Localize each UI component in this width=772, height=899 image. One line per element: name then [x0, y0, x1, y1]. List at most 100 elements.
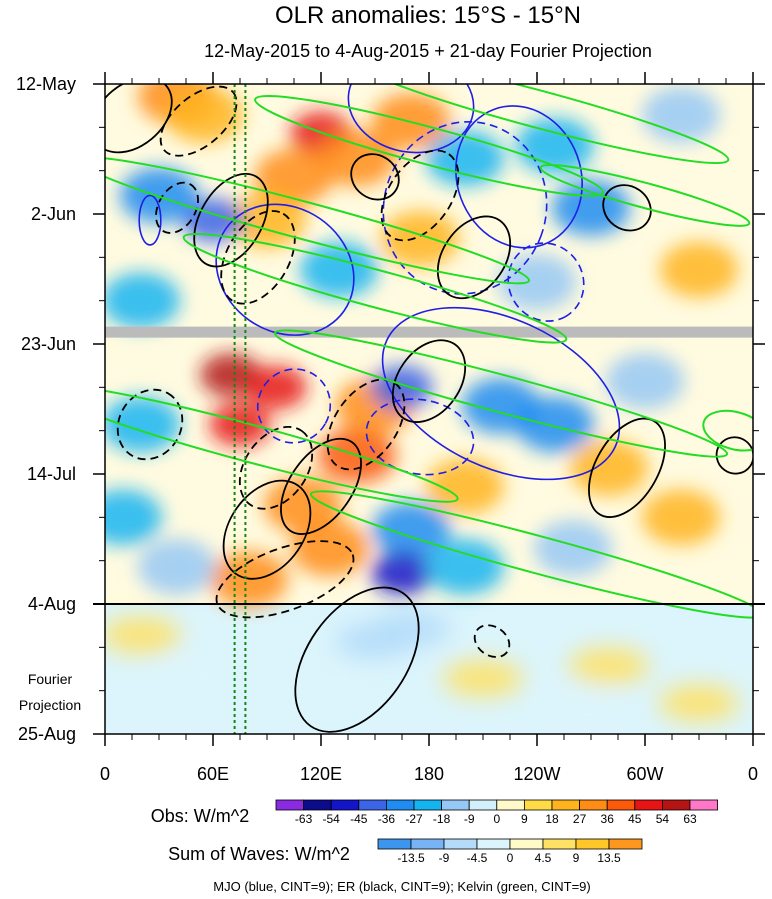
- projection-cell: [371, 610, 451, 647]
- er-contour: [105, 84, 173, 154]
- mjo-contour: [507, 242, 585, 322]
- colorbar-swatch: [606, 799, 636, 811]
- anomaly-cell: [317, 130, 397, 187]
- colorbar-swatch: [385, 799, 415, 811]
- colorbar-tick-label: 18: [545, 812, 559, 826]
- y-tick-label: 23-Jun: [21, 334, 76, 354]
- anomaly-cell: [137, 538, 217, 595]
- x-tick-label: 60W: [626, 764, 663, 784]
- colorbar-tick-label: -13.5: [397, 851, 425, 865]
- colorbar-swatch: [579, 799, 608, 811]
- er-contour: [380, 149, 460, 242]
- anomaly-cell: [380, 210, 460, 267]
- colorbar-tick-label: -45: [350, 812, 368, 826]
- anomaly-cell: [105, 272, 181, 329]
- colorbar-swatch: [413, 799, 443, 811]
- colorbar-swatch: [509, 838, 544, 850]
- anomaly-cell: [245, 365, 307, 410]
- colorbar-tick-label: 27: [573, 812, 587, 826]
- er-contour: [193, 172, 269, 268]
- er-contour: [222, 479, 312, 580]
- colorbar-swatch: [377, 838, 412, 850]
- kelvin-contours: [105, 84, 753, 619]
- x-tick-label: 0: [748, 764, 758, 784]
- colorbar-tick-label: 0: [493, 812, 500, 826]
- colorbar-tick-label: 63: [683, 812, 697, 826]
- colorbar-tick-label: -54: [323, 812, 341, 826]
- mjo-contour: [455, 105, 583, 249]
- y-tick-label: 25-Aug: [18, 724, 76, 744]
- chart-title: OLR anomalies: 15°S - 15°N: [275, 2, 581, 29]
- er-contour: [436, 215, 512, 300]
- colorbar-swatch: [662, 799, 691, 811]
- anomaly-cell: [641, 86, 721, 143]
- plot-area: [105, 84, 753, 734]
- x-tick-label: 0: [100, 764, 110, 784]
- er-contour: [159, 85, 238, 157]
- kelvin-contour: [254, 94, 604, 197]
- colorbar-swatch: [410, 838, 445, 850]
- mjo-contour: [365, 398, 475, 476]
- y-tick-label: 12-May: [16, 74, 76, 94]
- y-tick-label: 14-Jul: [27, 464, 76, 484]
- colorbar-tick-label: 13.5: [597, 851, 621, 865]
- colorbar-tick-label: 36: [601, 812, 615, 826]
- colorbar-tick-label: -4.5: [467, 851, 488, 865]
- mjo-contour: [347, 84, 475, 154]
- anomaly-cell: [497, 254, 577, 311]
- anomaly-cell: [659, 241, 739, 298]
- er-contour: [155, 181, 199, 234]
- er-contour: [602, 184, 652, 232]
- obs-colorbar: -63 -54 -45 -36 -27 -18 -9 0 9 18 27 36 45 54 63: [275, 799, 719, 826]
- projection-label-line2: Projection: [19, 697, 81, 713]
- mjo-contour: [138, 194, 162, 246]
- colorbar-tick-label: 0: [507, 851, 514, 865]
- colorbar-tick-label: -18: [433, 812, 451, 826]
- projection-cell: [547, 691, 628, 728]
- kelvin-contour: [273, 329, 729, 458]
- obs-colorbar-label: Obs: W/m^2: [151, 806, 249, 826]
- anomaly-cell: [605, 353, 685, 410]
- er-contour: [473, 624, 511, 658]
- y-tick-label: 2-Jun: [31, 204, 76, 224]
- colorbar-swatch: [330, 799, 360, 811]
- mjo-contours: [138, 84, 621, 481]
- missing-data-band: [105, 326, 753, 338]
- colorbar-tick-label: 4.5: [535, 851, 552, 865]
- colorbar-tick-label: 54: [656, 812, 670, 826]
- colorbar-swatch: [476, 838, 511, 850]
- er-contour: [350, 153, 400, 201]
- projection-anomaly-field: [105, 610, 739, 728]
- colorbar-swatch: [496, 799, 525, 811]
- colorbar-swatch: [542, 838, 577, 850]
- anomaly-cell: [641, 489, 721, 546]
- anomaly-cell: [425, 538, 505, 595]
- x-tick-label: 120W: [513, 764, 560, 784]
- projection-cell: [569, 647, 649, 684]
- y-tick-label: 4-Aug: [28, 594, 76, 614]
- anomaly-cell: [371, 551, 433, 596]
- colorbar-tick-label: -63: [295, 812, 313, 826]
- kelvin-contour: [105, 383, 459, 503]
- waves-colorbar-label: Sum of Waves: W/m^2: [168, 844, 350, 864]
- colorbar-swatch: [358, 799, 387, 811]
- kelvin-contour: [539, 164, 751, 227]
- colorbar-swatch: [275, 799, 305, 811]
- colorbar-tick-label: -27: [405, 812, 423, 826]
- anomaly-cell: [164, 86, 244, 143]
- kelvin-contour: [702, 409, 753, 452]
- anomaly-cell: [209, 402, 271, 447]
- kelvin-contour: [344, 84, 730, 165]
- anomaly-cell: [119, 167, 199, 224]
- projection-cell: [263, 678, 343, 715]
- colorbar-tick-label: 9: [521, 812, 528, 826]
- colorbar-tick-label: -36: [378, 812, 396, 826]
- er-contour: [294, 586, 420, 733]
- mjo-contour: [382, 120, 548, 295]
- colorbar-tick-label: -9: [464, 812, 475, 826]
- anomaly-cell: [371, 365, 433, 410]
- er-contour: [238, 425, 314, 510]
- projection-cell: [443, 660, 523, 697]
- anomaly-cell: [569, 439, 649, 496]
